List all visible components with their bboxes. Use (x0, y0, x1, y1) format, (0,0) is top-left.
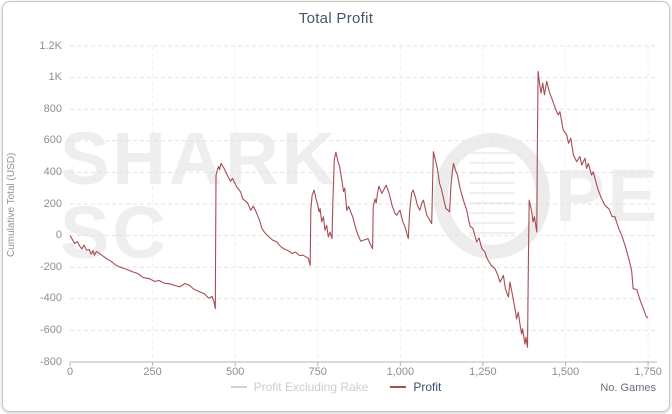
legend-swatch-profit-excluding-rake-icon (230, 386, 247, 388)
y-tick-label: 400 (43, 165, 62, 178)
x-tick-label: 1,000 (386, 366, 415, 378)
y-tick-label: -800 (39, 355, 62, 368)
chart-title: Total Profit (298, 10, 374, 27)
legend-label-profit-excluding-rake: Profit Excluding Rake (253, 380, 369, 394)
legend-swatch-profit-icon (390, 386, 407, 388)
x-tick-label: 1,250 (469, 366, 497, 378)
x-tick-label: 1,500 (551, 366, 580, 378)
watermark-text-left: SHARK SC (60, 117, 339, 274)
x-tick-label: 250 (143, 366, 162, 378)
x-tick-label: 1,750 (634, 366, 662, 378)
y-axis-tick-labels: 1.2K 1K 800 600 400 200 0 -200 -400 -600 -800 (0, 0, 62, 414)
x-axis-title: No. Games (600, 382, 656, 394)
ruler-scale-icon (469, 152, 516, 240)
y-tick-label: 800 (43, 102, 62, 115)
profit-line (69, 70, 649, 348)
y-tick-label: -400 (39, 292, 62, 305)
y-tick-label: -200 (39, 260, 62, 273)
legend-item-profit[interactable]: Profit (390, 380, 441, 394)
y-tick-label: 600 (43, 134, 62, 147)
y-tick-label: 1.2K (39, 39, 62, 52)
y-tick-label: 0 (55, 229, 62, 242)
legend-item-profit-excluding-rake[interactable]: Profit Excluding Rake (230, 380, 369, 394)
x-tick-label: 750 (308, 366, 327, 378)
y-tick-label: -600 (39, 323, 62, 336)
y-tick-label: 200 (43, 197, 62, 210)
legend: Profit Excluding Rake Profit (0, 380, 672, 394)
x-axis-tick-labels: 0 250 500 750 1,000 1,250 1,500 1,750 (0, 366, 672, 380)
x-tick-label: 0 (66, 366, 74, 378)
legend-label-profit: Profit (413, 380, 442, 394)
x-tick-label: 500 (225, 366, 245, 378)
watermark-text-right: PE (555, 154, 660, 237)
y-tick-label: 1K (48, 71, 62, 84)
